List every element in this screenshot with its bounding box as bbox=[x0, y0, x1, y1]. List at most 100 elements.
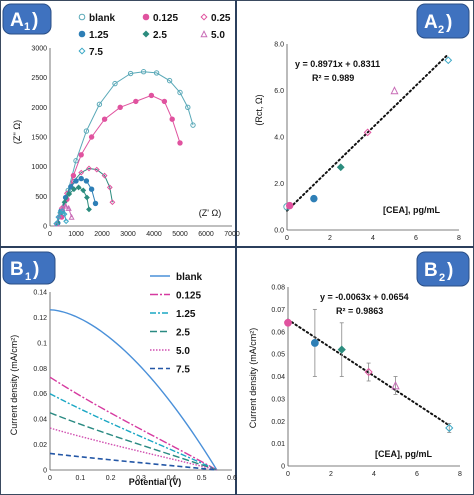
a1-x-tick: 7000 bbox=[224, 231, 240, 238]
b2-y-tick: 0.05 bbox=[271, 352, 285, 359]
b2-y-tick: 0.04 bbox=[271, 374, 285, 381]
a2-point-2.5 bbox=[336, 163, 345, 172]
b2-x-tick: 8 bbox=[458, 471, 462, 478]
a1-point-2.5 bbox=[80, 187, 87, 194]
a1-point-blank bbox=[112, 80, 118, 87]
b1-series-0.125 bbox=[49, 376, 218, 471]
a1-point-blank bbox=[153, 70, 160, 76]
b1-y-tick: 0.12 bbox=[33, 315, 47, 322]
b1-y-tick: 0.08 bbox=[33, 366, 47, 373]
a1-x-tick: 0 bbox=[48, 231, 52, 238]
a1-point-7.5 bbox=[59, 208, 66, 215]
a1-legend-marker-0.125 bbox=[142, 13, 150, 21]
a2-point-5.0 bbox=[390, 86, 399, 95]
b1-y-tick: 0.06 bbox=[33, 391, 47, 398]
a1-point-0.25 bbox=[86, 165, 92, 172]
a1-point-0.125 bbox=[161, 98, 168, 105]
horizontal-divider bbox=[0, 246, 474, 248]
b2-y-tick: 0.06 bbox=[271, 329, 285, 336]
b2-y-label: Current density (mA/cm²) bbox=[248, 328, 258, 429]
a1-x-label: (Z' Ω) bbox=[199, 208, 221, 218]
a2-x-label: [CEA], pg/mL bbox=[383, 205, 440, 215]
a1-legend-label: 0.125 bbox=[153, 13, 178, 24]
badge-b2: B 2 ) bbox=[416, 251, 470, 287]
a1-point-2.5 bbox=[66, 191, 73, 197]
a1-series-line-0.125 bbox=[61, 94, 181, 218]
badge-b1-letter: B bbox=[10, 259, 24, 280]
vertical-divider bbox=[235, 0, 237, 495]
a2-fit-line bbox=[286, 53, 450, 212]
a2-y-tick: 4.0 bbox=[274, 135, 284, 142]
a1-y-label: (Z'' Ω) bbox=[12, 120, 22, 144]
a1-legend-label: 7.5 bbox=[89, 47, 103, 58]
badge-b1: B 1 ) bbox=[2, 251, 56, 285]
a1-legend-marker-blank bbox=[78, 13, 86, 21]
a2-r-squared: R² = 0.989 bbox=[312, 73, 354, 83]
a1-y-tick: 500 bbox=[35, 194, 47, 201]
a1-point-2.5 bbox=[71, 186, 77, 193]
a1-point-blank bbox=[190, 122, 196, 128]
b1-x-tick: 0.4 bbox=[166, 475, 176, 482]
a1-legend-label: 5.0 bbox=[211, 30, 225, 41]
a2-y-label: (Rct, Ω) bbox=[254, 94, 264, 125]
a1-legend-marker-0.25 bbox=[200, 13, 208, 21]
b2-point-1.25 bbox=[310, 339, 319, 347]
a1-point-2.5 bbox=[86, 206, 92, 213]
a1-point-7.5 bbox=[57, 209, 64, 216]
a1-legend-label: 1.25 bbox=[89, 30, 109, 41]
b2-point-2.5 bbox=[337, 345, 346, 354]
badge-a1-letter: A bbox=[10, 10, 24, 31]
badge-a1-paren: ) bbox=[32, 10, 38, 31]
a1-point-5.0 bbox=[65, 204, 72, 211]
a2-x-tick: 0 bbox=[285, 235, 289, 242]
a1-point-0.125 bbox=[117, 104, 123, 111]
a1-point-7.5 bbox=[63, 218, 70, 225]
a1-point-1.25 bbox=[78, 175, 84, 182]
a2-equation: y = 0.8971x + 0.8311 bbox=[295, 59, 380, 69]
a1-point-2.5 bbox=[75, 184, 82, 191]
a2-y-tick: 0.0 bbox=[274, 228, 284, 235]
badge-a2-letter: A bbox=[424, 12, 438, 33]
a2-x-tick: 2 bbox=[328, 235, 332, 242]
a1-point-0.125 bbox=[101, 116, 108, 122]
badge-b2-letter: B bbox=[424, 260, 438, 281]
b1-legend-label: 1.25 bbox=[176, 309, 196, 320]
a1-x-tick: 4000 bbox=[146, 231, 162, 238]
a1-legend-label: blank bbox=[89, 13, 116, 24]
b2-y-tick: 0.03 bbox=[271, 396, 285, 403]
a1-point-2.5 bbox=[84, 194, 90, 201]
b1-x-label: Potential (V) bbox=[129, 477, 182, 487]
a2-x-tick: 8 bbox=[457, 235, 461, 242]
b1-legend-label: blank bbox=[176, 272, 203, 283]
b2-x-tick: 6 bbox=[415, 471, 419, 478]
b1-x-tick: 0.1 bbox=[75, 475, 85, 482]
a1-legend-marker-1.25 bbox=[78, 30, 86, 38]
a1-y-tick: 1000 bbox=[31, 164, 47, 171]
a1-point-0.125 bbox=[70, 172, 77, 179]
b2-x-tick: 2 bbox=[329, 471, 333, 478]
a1-series-line-blank bbox=[62, 71, 194, 215]
b1-x-tick: 0.3 bbox=[136, 475, 146, 482]
b1-legend-label: 7.5 bbox=[176, 365, 190, 376]
b2-x-tick: 0 bbox=[286, 471, 290, 478]
a2-y-tick: 8.0 bbox=[274, 42, 284, 49]
a2-point-0.25 bbox=[363, 128, 372, 137]
b1-x-tick: 0.2 bbox=[106, 475, 116, 482]
a2-x-tick: 6 bbox=[414, 235, 418, 242]
a2-y-tick: 6.0 bbox=[274, 88, 284, 95]
a1-point-7.5 bbox=[61, 211, 68, 218]
b1-y-tick: 0.04 bbox=[33, 417, 47, 424]
a1-point-2.5 bbox=[61, 199, 68, 206]
b1-y-label: Current density (mA/cm²) bbox=[9, 335, 19, 436]
badge-a2-sub: 2 bbox=[438, 24, 444, 36]
b2-point-7.5 bbox=[445, 423, 454, 433]
a1-point-0.125 bbox=[88, 134, 95, 140]
a1-point-0.125 bbox=[169, 116, 175, 122]
a1-x-tick: 1000 bbox=[68, 231, 84, 238]
a1-y-tick: 2000 bbox=[31, 105, 47, 112]
badge-b2-paren: ) bbox=[447, 260, 453, 281]
a1-point-0.125 bbox=[133, 98, 139, 105]
a1-point-5.0 bbox=[62, 202, 69, 209]
a2-point-7.5 bbox=[444, 56, 453, 65]
